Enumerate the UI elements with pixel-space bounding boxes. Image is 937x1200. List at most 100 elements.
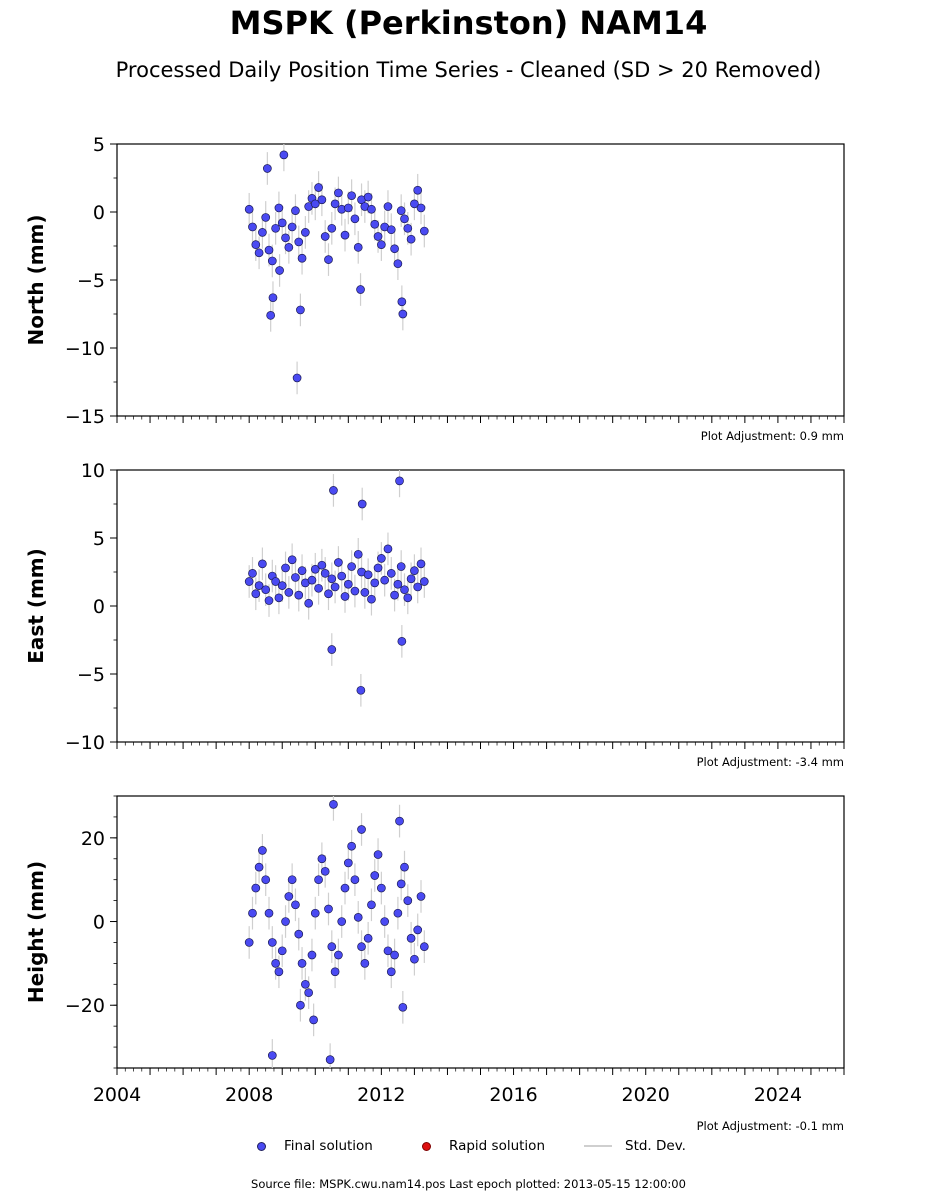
final-solution-marker-icon [257,1141,266,1151]
plot-frame [116,795,845,1069]
data-point [254,862,264,872]
data-point [334,950,343,960]
data-point [244,577,254,586]
y-tick-label: 20 [81,828,105,850]
y-tick-label: −5 [77,664,105,686]
data-point [367,900,376,910]
data-point [251,240,261,249]
data-point [380,917,390,926]
data-point [251,589,261,599]
data-point [386,225,396,235]
data-point [343,858,353,868]
data-point [267,1051,277,1060]
page-subtitle: Processed Daily Position Time Series - C… [115,58,822,82]
data-point [398,1002,408,1012]
data-point [287,555,297,565]
data-point [248,222,257,232]
data-point [334,188,343,198]
data-point [248,569,257,578]
data-point [310,199,320,209]
data-point [307,575,317,585]
data-point [281,917,290,926]
data-point [337,571,347,581]
data-point [413,582,423,592]
data-point [277,581,287,590]
data-point [419,226,429,236]
data-point [347,191,356,201]
data-point [307,950,317,960]
data-point [410,566,419,575]
data-point [267,938,277,947]
data-point [279,150,289,160]
data-point [284,243,294,252]
legend-label-sd: Std. Dev. [625,1138,686,1154]
data-point [386,967,396,977]
data-point [367,594,376,604]
data-point [254,581,264,590]
data-point [413,925,423,935]
data-point [297,566,307,575]
data-point [347,841,356,851]
data-point [264,245,274,255]
data-point [403,896,413,905]
data-point [390,950,399,960]
data-point [287,222,297,232]
data-point [327,645,337,654]
data-point [383,202,393,211]
legend-label-final: Final solution [284,1138,373,1154]
data-point [330,199,340,209]
x-tick-label: 2024 [754,1084,802,1106]
data-point [350,586,360,596]
data-point [353,913,363,922]
data-point [370,871,380,880]
data-point [244,938,254,947]
data-point [360,588,370,597]
data-point [396,206,406,215]
data-point [343,203,353,213]
data-point [304,598,314,608]
data-point [320,569,330,578]
data-point [327,574,337,584]
data-point [294,590,304,600]
data-point [398,309,408,319]
data-point [258,228,267,237]
data-point [370,578,380,588]
data-point [347,562,356,571]
data-point [400,862,409,872]
data-point [419,577,429,586]
legend: Final solution Rapid solution Std. Dev. [0,1138,937,1158]
data-point [340,883,350,893]
y-tick-label: 0 [93,912,105,934]
data-point [334,558,343,567]
y-tick-label: 10 [81,460,105,482]
legend-item-sd: Std. Dev. [584,1138,686,1154]
data-point [327,223,337,233]
legend-label-rapid: Rapid solution [449,1138,545,1154]
y-axis-label: Height (mm) [24,861,48,1003]
data-point [275,266,284,275]
data-point [310,564,320,574]
data-point [413,185,423,195]
data-point [343,579,353,589]
data-point [337,917,347,926]
y-tick-label: −10 [65,338,105,360]
data-point [353,549,363,559]
data-point [251,883,261,893]
data-point [266,311,276,320]
data-point [324,904,333,914]
data-point [410,199,419,209]
data-point [264,596,274,605]
data-point [264,908,274,918]
x-tick-label: 2020 [622,1084,670,1106]
data-point [360,959,370,968]
data-point [294,929,304,939]
legend-item-rapid: Rapid solution [422,1138,545,1154]
data-point [324,589,333,599]
data-point [258,559,267,569]
source-footer: Source file: MSPK.cwu.nam14.pos Last epo… [251,1177,686,1191]
data-point [357,942,366,951]
y-tick-label: −20 [65,995,105,1017]
data-point [419,942,429,951]
data-point [274,967,284,977]
data-point [254,248,264,258]
